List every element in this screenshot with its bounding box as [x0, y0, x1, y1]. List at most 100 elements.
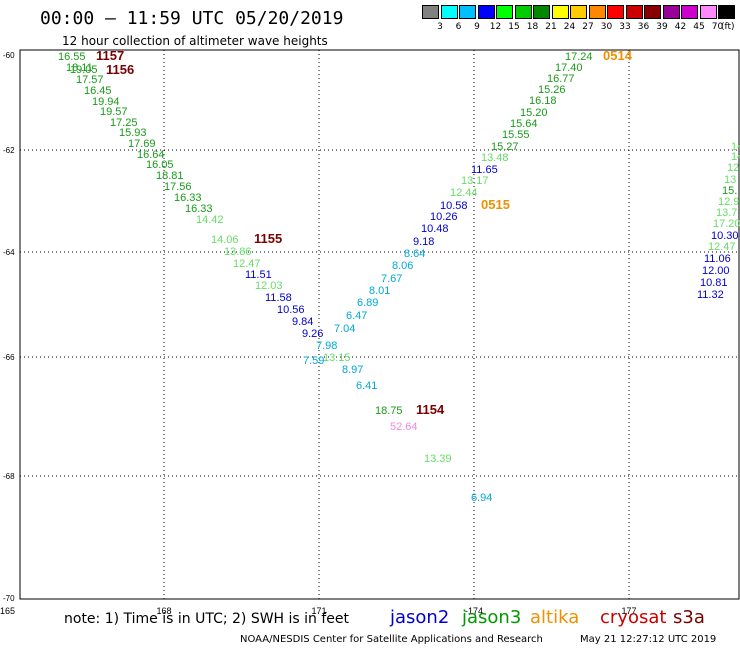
lon-tick-label: 168: [156, 606, 171, 616]
wave-height-value: 14: [731, 141, 740, 153]
wave-height-value: 10.26: [430, 211, 458, 223]
wave-height-value: 11.65: [471, 164, 498, 176]
wave-height-value: 13.7: [716, 207, 737, 219]
wave-height-value: 6.41: [356, 380, 377, 392]
legend-swatch-label: 45: [693, 22, 705, 32]
legend-swatch-label: 36: [637, 22, 650, 32]
legend-swatch-label: 21: [545, 22, 557, 32]
wave-height-value: 7.67: [381, 273, 402, 285]
legend-swatch: [607, 5, 624, 19]
legend-swatch: [662, 5, 680, 19]
wave-height-value: 16.45: [84, 85, 112, 97]
footer-note: note: 1) Time is in UTC; 2) SWH is in fe…: [64, 611, 350, 627]
wave-height-value: 11.51: [245, 269, 272, 281]
wave-height-value: 12.03: [255, 280, 283, 292]
wave-height-value: 19.57: [100, 106, 128, 118]
wave-height-labels: 16.5518.1119.0517.5716.4519.9419.5717.25…: [58, 51, 740, 504]
lon-tick-label: -174: [465, 606, 483, 616]
satellite-jason3: jason3: [462, 607, 522, 628]
wave-height-value: 12.9: [718, 196, 739, 208]
wave-height-value: 8.64: [404, 248, 425, 260]
legend-swatch: [533, 5, 550, 19]
pass-time-label: 1157: [96, 48, 124, 63]
axis-labels: -60 -62 -64 -66 -68 -70 168 171 -174 177 165: [0, 51, 637, 616]
wave-height-value: 7.04: [334, 323, 355, 335]
wave-height-value: 7.59: [303, 355, 324, 367]
pass-time-label: 1156: [106, 62, 134, 77]
wave-height-value: 6.94: [471, 492, 492, 504]
wave-height-value: 15.55: [502, 129, 530, 141]
wave-height-value: 17.20: [713, 218, 740, 230]
wave-height-legend: 3 6 9 12 15 18 21 24 27 30 33 36 39 42 45 70 (ft): [422, 5, 740, 35]
wave-height-value: 9.18: [413, 236, 434, 248]
wave-height-value: 12.47: [708, 241, 736, 253]
legend-swatch-label: 3: [437, 22, 443, 32]
wave-height-value: 16.64: [137, 149, 165, 161]
legend-swatch-label: 12: [489, 22, 502, 32]
wave-height-value: 10.30: [711, 230, 739, 242]
wave-height-value: 12.47: [233, 258, 261, 270]
wave-height-value: 17.56: [164, 181, 192, 193]
wave-height-value: 12.00: [702, 265, 730, 277]
wave-height-value: 14.42: [196, 214, 224, 226]
wave-height-value: 17.69: [128, 138, 156, 150]
map-title: 00:00 – 11:59 UTC 05/20/2019: [40, 8, 344, 29]
legend-swatch: [681, 5, 698, 19]
legend-swatch: [588, 5, 606, 19]
wave-height-value: 8.01: [369, 285, 390, 297]
legend-swatch: [459, 5, 476, 19]
legend-swatch-label: 42: [674, 22, 687, 32]
wave-height-value: 9.26: [302, 328, 323, 340]
map-grid: [19, 49, 740, 600]
wave-height-value: 13.39: [424, 453, 452, 465]
wave-height-value: 15.27: [491, 141, 519, 153]
legend-swatch: [699, 5, 717, 19]
legend-swatch: [625, 5, 643, 19]
lat-tick-label: -66: [3, 353, 15, 362]
wave-height-value: 15.26: [538, 84, 566, 96]
satellite-s3a: s3a: [673, 607, 705, 628]
wave-height-value: 13.86: [224, 246, 252, 258]
wave-height-value: 13.15: [323, 352, 351, 364]
wave-height-value: 8.97: [342, 364, 363, 376]
legend-swatch: [551, 5, 569, 19]
wave-height-value: 12: [727, 162, 739, 174]
legend-swatch-label: 15: [508, 22, 520, 32]
wave-height-value: 15.: [722, 185, 737, 197]
legend-swatch: [477, 5, 495, 19]
wave-height-value: 10.58: [440, 200, 468, 212]
corner-lon-label: 165: [0, 606, 15, 616]
wave-height-value: 52.64: [390, 421, 418, 433]
legend-swatch-label: 6: [455, 22, 462, 32]
legend-swatch-label: 33: [619, 22, 631, 32]
wave-height-value: 17.40: [555, 62, 583, 74]
satellite-jason2: jason2: [390, 607, 450, 628]
lat-tick-label: -64: [3, 248, 15, 257]
legend-swatch: [440, 5, 458, 19]
pass-time-label: 1154: [416, 402, 445, 417]
legend-swatch-label: 9: [474, 22, 480, 32]
legend-swatch-label: 70: [711, 22, 724, 32]
legend-swatch-label: 39: [656, 22, 668, 32]
lon-tick-label: 177: [621, 606, 636, 616]
legend-swatch-label: 18: [526, 22, 539, 32]
lat-tick-label: -68: [3, 472, 15, 481]
legend-swatch: [496, 5, 513, 19]
wave-height-value: 11.58: [265, 292, 292, 304]
wave-height-value: 13: [724, 174, 736, 186]
wave-height-value: 14: [731, 151, 740, 163]
pass-time-label: 0514: [603, 48, 633, 63]
wave-height-value: 15.20: [520, 107, 548, 119]
wave-height-value: 16.77: [547, 73, 575, 85]
satellite-altika: altika: [530, 607, 580, 628]
legend-swatch-label: 24: [563, 22, 576, 32]
wave-height-value: 10.81: [700, 277, 728, 289]
generated-timestamp: May 21 12:27:12 UTC 2019: [580, 634, 717, 645]
wave-height-value: 11.06: [704, 253, 731, 265]
legend-swatch-label: 27: [582, 22, 594, 32]
lat-tick-label: -60: [3, 51, 15, 60]
legend-swatch: [570, 5, 587, 19]
wave-height-value: 16.18: [529, 95, 557, 107]
